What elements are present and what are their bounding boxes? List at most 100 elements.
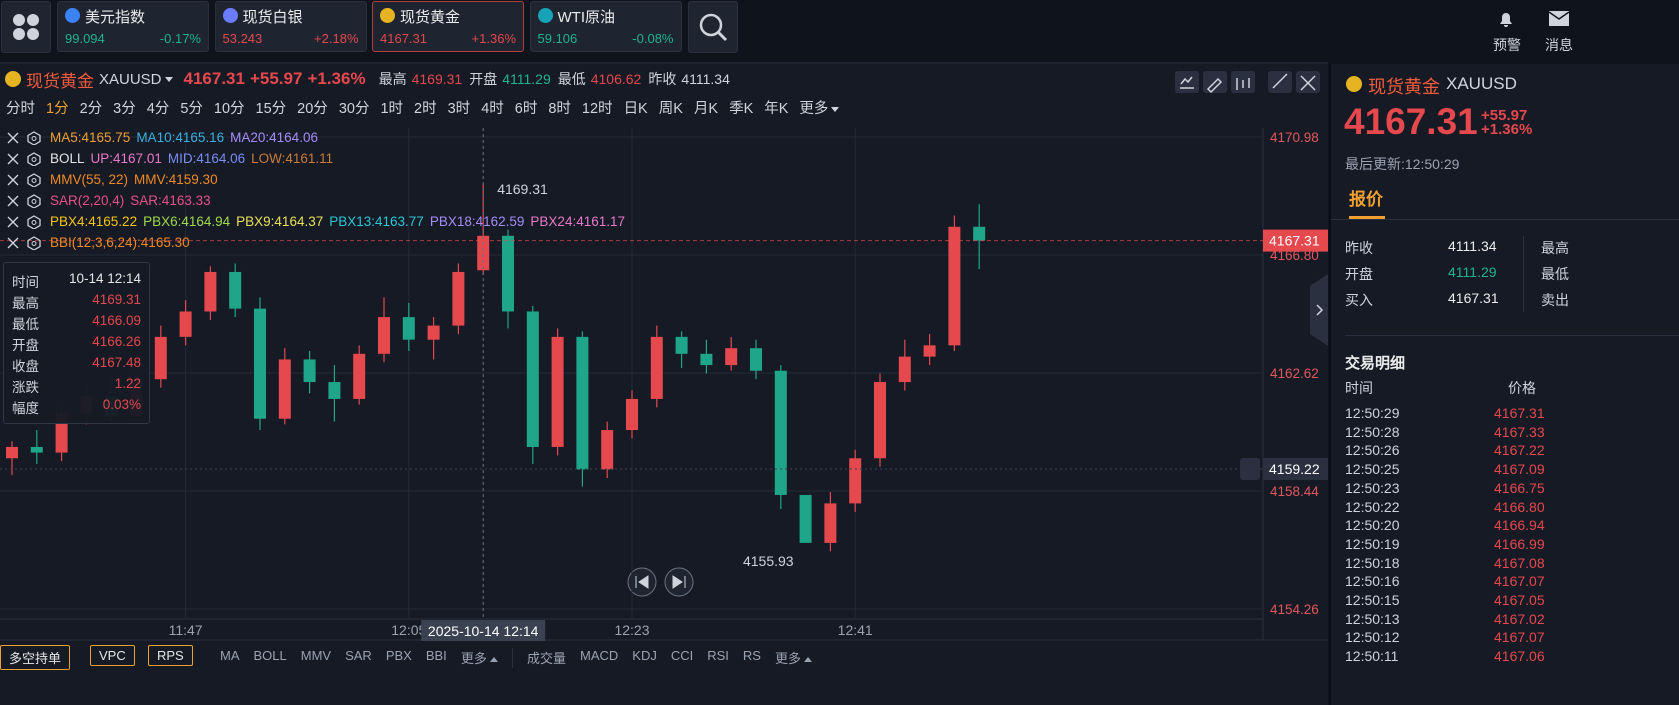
ticker-name: WTI原油	[557, 9, 616, 26]
tooltip-label: 涨跌	[12, 380, 39, 395]
indicator-controls[interactable]	[6, 130, 44, 145]
timeframe[interactable]: 分时	[6, 101, 35, 117]
ticker-icon	[65, 8, 80, 23]
ticker-card[interactable]: WTI原油 59.106 -0.08%	[529, 1, 682, 52]
prev-icon	[635, 575, 649, 589]
indicator-value: MID:4164.06	[167, 151, 246, 166]
indicator-tab[interactable]: BBI	[425, 648, 447, 663]
timeframe[interactable]: 8时	[548, 101, 571, 117]
chart-background	[0, 64, 1328, 705]
indicator-tab[interactable]: PBX	[385, 648, 412, 663]
quote-label: 最低	[1541, 266, 1569, 282]
indicator-tab[interactable]: 更多	[775, 648, 812, 667]
timeframe[interactable]: 6时	[514, 101, 538, 117]
timeframe[interactable]: 15分	[255, 101, 287, 117]
ticker-card[interactable]: 现货黄金 4167.31 +1.36%	[372, 1, 524, 52]
collapse-handle[interactable]	[1310, 274, 1328, 346]
alert-price-tag	[1263, 457, 1328, 480]
indicator-tab[interactable]: MACD	[580, 648, 619, 663]
x-tick-label: 12:41	[838, 622, 873, 638]
ticker-card[interactable]: 现货白银 53.243 +2.18%	[214, 1, 367, 52]
timeframe[interactable]: 1分	[46, 101, 69, 117]
candle-body	[353, 353, 366, 399]
mail-icon	[1548, 11, 1570, 26]
candle-body	[551, 336, 564, 447]
indicator-tab[interactable]: CCI	[670, 648, 694, 663]
trade-time: 12:50:19	[1345, 535, 1400, 552]
y-tick-label: 4154.26	[1270, 602, 1319, 617]
indicator-controls[interactable]	[6, 151, 44, 166]
tooltip-value: 4166.26	[92, 334, 141, 349]
indicator-value: PBX13:4163.77	[329, 214, 424, 229]
timeframe[interactable]: 30分	[338, 101, 370, 117]
timeframe[interactable]: 4分	[146, 101, 170, 117]
timeframe[interactable]: 3分	[113, 101, 136, 117]
timeframe[interactable]: 2分	[79, 101, 103, 117]
tooltip-label: 收盘	[12, 359, 39, 374]
indicator-tab[interactable]: RSI	[707, 648, 729, 663]
indicator-value: PBX9:4164.37	[236, 214, 324, 229]
trade-price: 4166.80	[1494, 498, 1545, 515]
timeframe[interactable]: 20分	[297, 101, 328, 117]
candle-body	[402, 317, 415, 340]
timeframe[interactable]: 1时	[380, 101, 404, 117]
timeframe[interactable]: 月K	[693, 101, 719, 117]
indicator-tab[interactable]: MMV	[300, 648, 332, 663]
trade-price: 4167.06	[1494, 648, 1545, 665]
timeframe[interactable]: 季K	[729, 101, 754, 117]
ticker-icon	[222, 8, 238, 23]
indicator-tab[interactable]: RS	[742, 648, 761, 663]
trade-time: 12:50:13	[1345, 610, 1400, 627]
x-tick-label: 11:47	[169, 622, 203, 638]
symbol-code[interactable]: XAUUSD	[99, 71, 173, 88]
timeframe[interactable]: 年K	[764, 101, 789, 117]
tooltip-label: 最低	[12, 317, 39, 332]
candle-body	[179, 311, 192, 337]
bottom-button[interactable]: VPC	[90, 645, 135, 666]
tooltip-label: 最高	[12, 296, 39, 311]
candle-body	[750, 348, 762, 371]
indicator-controls[interactable]	[6, 172, 44, 187]
apps-button[interactable]	[1, 1, 51, 53]
panel-tab[interactable]: 报价	[1349, 190, 1383, 209]
indicator-tab[interactable]: KDJ	[632, 648, 657, 663]
ticker-name: 美元指数	[85, 9, 146, 26]
top-action[interactable]: 消息	[1545, 37, 1573, 53]
candle-body	[923, 345, 936, 357]
indicator-tab[interactable]: MA	[220, 648, 240, 663]
trade-price: 4166.99	[1494, 535, 1545, 552]
top-action[interactable]: 预警	[1493, 37, 1521, 53]
side-panel	[1329, 64, 1679, 705]
indicator-tab[interactable]: 成交量	[527, 651, 567, 666]
symbol-icon	[5, 71, 21, 87]
collapse-tab[interactable]	[1310, 274, 1328, 346]
quote-label: 昨收	[1345, 240, 1373, 256]
ticker-card[interactable]: 美元指数 99.094 -0.17%	[57, 1, 209, 52]
indicator-row: MMV(55, 22) MMV:4159.30	[6, 172, 218, 187]
bottom-button[interactable]: 多空持单	[0, 645, 71, 670]
timeframe[interactable]: 12时	[581, 101, 613, 117]
low-annotation: 4155.93	[743, 553, 794, 569]
indicator-tab[interactable]: SAR	[345, 648, 372, 663]
panel-updated: 最后更新:12:50:29	[1345, 156, 1460, 172]
indicator-controls[interactable]	[6, 235, 44, 250]
search-button[interactable]	[688, 1, 738, 53]
timeframe[interactable]: 更多	[799, 97, 839, 118]
timeframe[interactable]: 周K	[658, 101, 683, 117]
timeframe[interactable]: 2时	[414, 101, 437, 117]
timeframe[interactable]: 日K	[623, 101, 648, 117]
indicator-value: PBX24:4161.17	[530, 214, 626, 229]
timeframe[interactable]: 4时	[481, 101, 504, 117]
last-price-label: 4167.31	[1269, 233, 1320, 249]
timeframe[interactable]: 5分	[180, 101, 203, 117]
indicator-tab[interactable]: BOLL	[253, 648, 287, 663]
ticker-price: 99.094	[65, 31, 105, 46]
bottom-button[interactable]: RPS	[148, 645, 193, 666]
indicator-controls[interactable]	[6, 214, 44, 229]
candle-body	[204, 271, 217, 312]
indicator-tab[interactable]: 更多	[461, 648, 498, 667]
timeframe[interactable]: 10分	[213, 101, 245, 117]
indicator-controls[interactable]	[6, 193, 44, 208]
timeframe[interactable]: 3时	[447, 101, 471, 117]
trade-price: 4167.07	[1494, 629, 1545, 646]
